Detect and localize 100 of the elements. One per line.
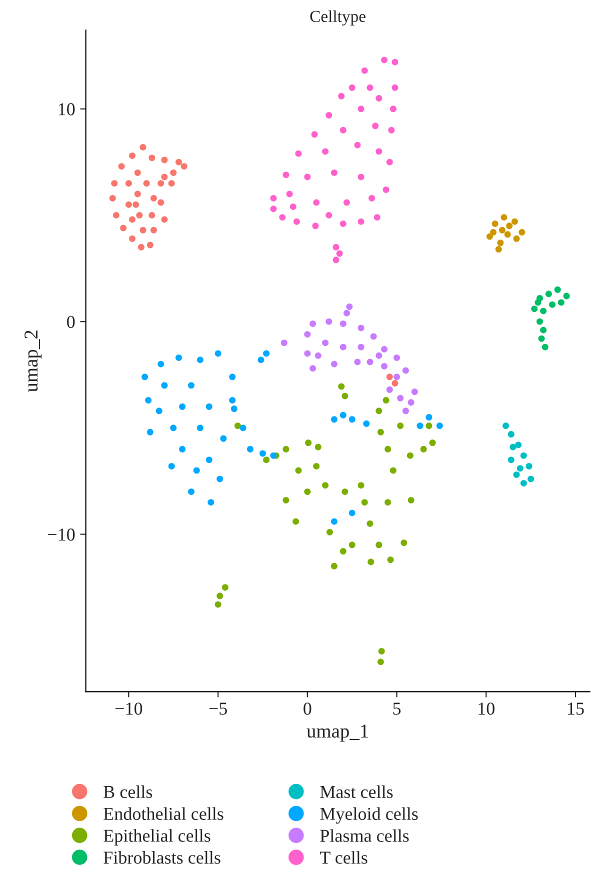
point [366,84,374,91]
point [558,299,564,306]
point [348,510,356,516]
point [513,235,520,242]
point [330,169,338,176]
point [326,318,332,325]
point [322,148,329,155]
point [188,488,195,495]
point [206,403,212,410]
point [304,488,311,495]
point [314,352,322,359]
point [376,95,382,102]
point [542,344,548,350]
point [282,172,290,178]
y-tick-label: 10 [58,103,75,116]
point [188,382,195,389]
point [168,462,175,470]
point [366,358,374,366]
point [520,452,527,459]
point [518,229,526,236]
point [390,467,396,474]
point [490,229,497,236]
point [170,424,177,432]
x-tick-label: 15 [568,702,584,715]
legend-label: Mast cells [320,785,393,798]
point [348,84,356,91]
point [390,106,396,112]
point [388,126,395,134]
point [158,199,164,206]
point [229,374,236,380]
point [382,397,390,404]
point [112,212,120,219]
point [220,435,227,442]
point [136,212,143,219]
point [304,350,311,357]
point [214,601,222,608]
point [346,303,353,310]
point [426,414,432,421]
point [125,201,132,208]
point [282,496,290,504]
y-tick-label: 0 [67,316,75,328]
point [282,446,290,452]
point [158,360,164,368]
legend-label: Fibroblasts cells [104,851,220,864]
x-tick-label: 5 [393,702,401,715]
point [358,106,364,112]
point [387,556,394,564]
point [180,163,188,170]
point [161,156,168,164]
point [402,367,409,374]
point [143,180,150,187]
point [146,242,154,248]
point [120,224,127,232]
point [208,499,214,506]
point [330,416,338,423]
point [336,250,343,257]
point [148,212,156,219]
point [326,212,332,219]
point [311,131,318,138]
point [168,180,175,187]
legend-label: T cells [320,851,368,864]
point [230,406,238,412]
point [313,462,320,470]
point [125,180,132,187]
point [381,56,388,64]
point [520,480,527,486]
point [326,112,332,119]
point [372,122,379,130]
point [129,216,136,223]
point [368,194,376,202]
point [258,356,264,364]
point [216,476,224,482]
point [259,450,266,457]
point [397,422,404,430]
point [510,444,516,450]
legend-label: Endothelial cells [104,807,224,820]
point [361,499,368,506]
point [386,158,393,166]
point [506,222,513,230]
point [270,206,277,212]
point [381,362,388,370]
point [246,446,254,452]
legend-label: Plasma cells [320,829,409,842]
point [508,456,514,464]
point [563,292,570,300]
point [279,214,286,221]
point [179,403,186,410]
point [150,226,157,234]
point [263,456,270,464]
point [342,392,348,400]
legend-label: Epithelial cells [104,829,210,846]
point [270,194,277,202]
point [134,190,141,198]
point [429,440,436,446]
point [394,374,400,380]
point [214,350,222,357]
point [196,424,204,432]
point [196,356,204,364]
point [411,388,418,396]
point [420,446,427,452]
